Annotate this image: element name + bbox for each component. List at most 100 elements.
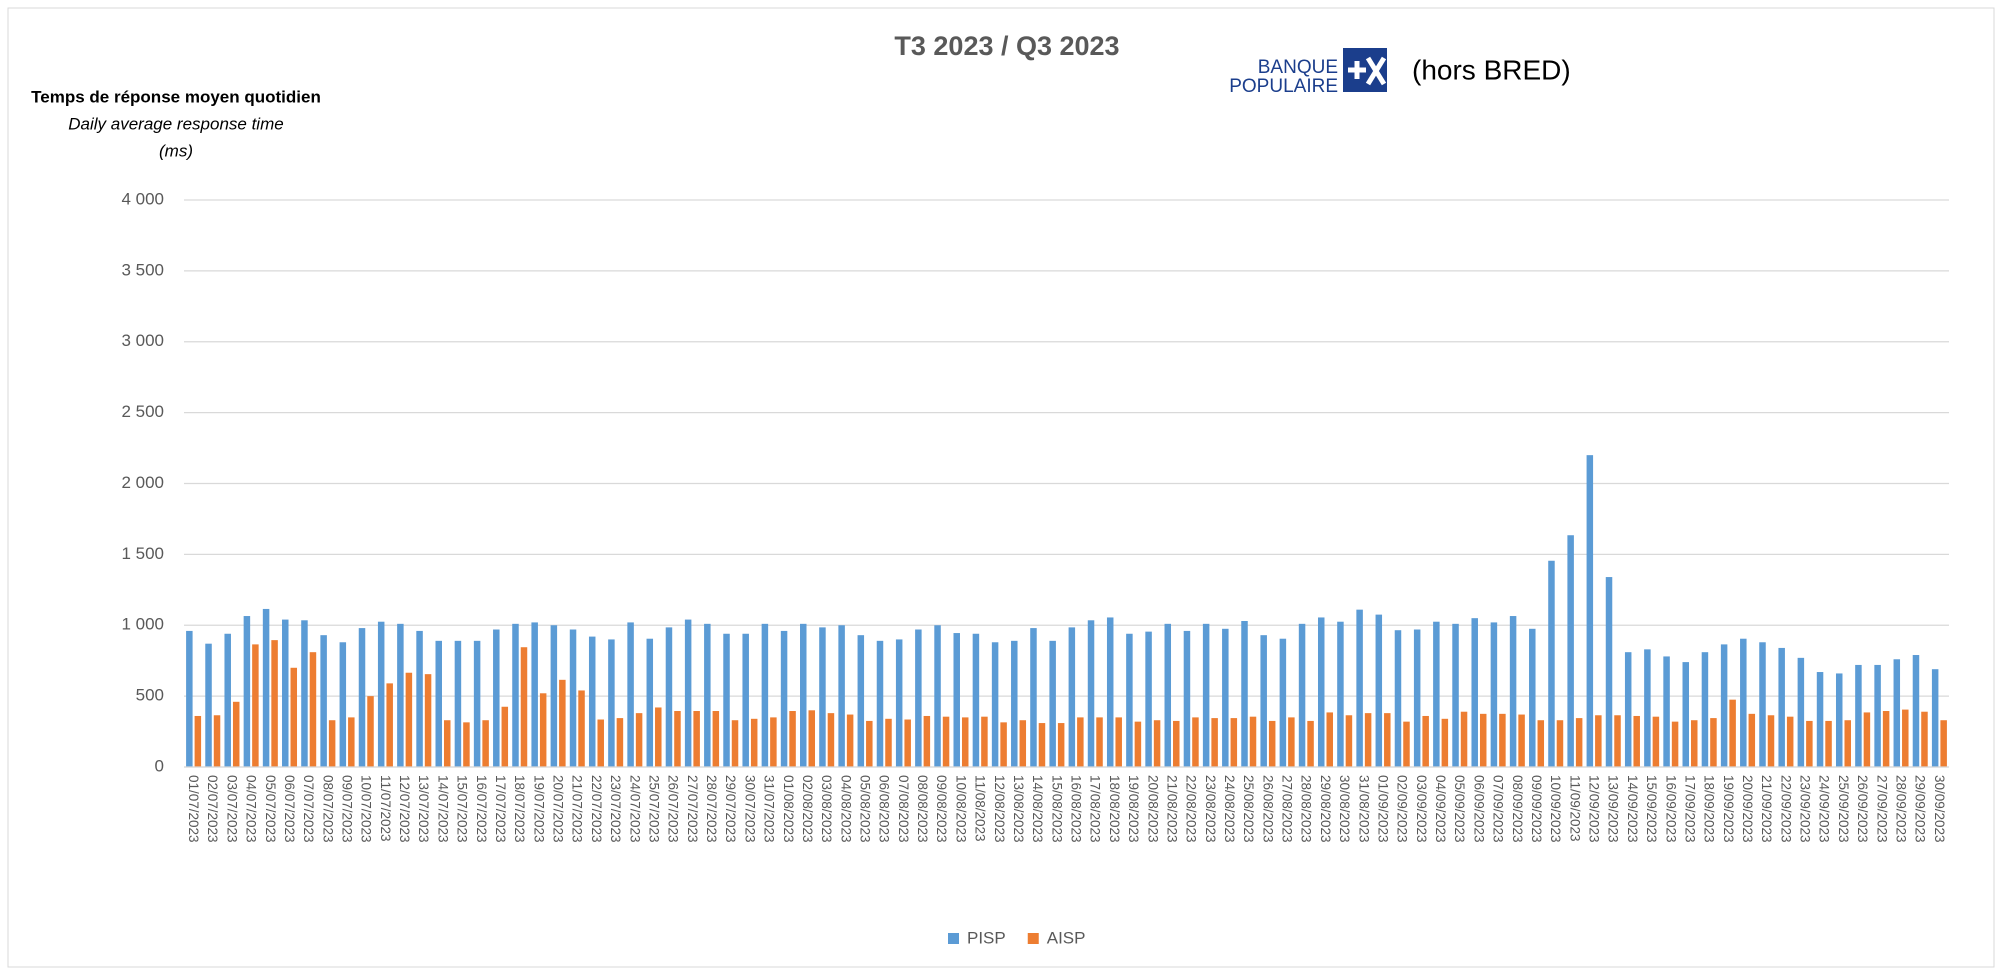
y-tick-label: 500	[136, 686, 164, 705]
bar	[1509, 616, 1517, 767]
bar	[1729, 699, 1736, 767]
bar	[684, 619, 692, 767]
x-tick-label: 03/08/2023	[819, 775, 834, 843]
x-tick-label: 23/09/2023	[1798, 775, 1813, 843]
bar	[991, 642, 999, 767]
bar	[1748, 713, 1756, 767]
bar	[1586, 455, 1594, 767]
bar	[1307, 720, 1314, 767]
bar	[1087, 620, 1095, 767]
x-tick-label: 13/08/2023	[1011, 775, 1026, 843]
bar	[808, 710, 816, 767]
y-tick-label: 2 000	[121, 473, 164, 492]
x-tick-label: 14/09/2023	[1625, 775, 1640, 843]
bar	[1855, 664, 1862, 767]
bar	[1298, 623, 1306, 767]
bar	[1567, 535, 1574, 767]
bar	[1720, 644, 1728, 767]
x-tick-label: 15/08/2023	[1049, 775, 1064, 843]
x-tick-label: 01/09/2023	[1375, 775, 1390, 843]
bar	[463, 722, 470, 767]
bar	[1529, 628, 1536, 767]
x-tick-label: 24/09/2023	[1817, 775, 1832, 843]
bar	[1077, 717, 1084, 767]
x-tick-label: 21/07/2023	[570, 775, 585, 843]
logo-text: POPULAIRE	[1229, 76, 1338, 97]
bar	[1173, 720, 1180, 767]
x-tick-label: 28/07/2023	[704, 775, 719, 843]
x-tick-label: 04/07/2023	[244, 775, 259, 843]
bar	[1249, 716, 1257, 767]
x-tick-label: 02/09/2023	[1395, 775, 1410, 843]
bar	[780, 630, 788, 767]
bar	[597, 719, 604, 767]
x-tick-label: 12/08/2023	[992, 775, 1007, 843]
bar	[1710, 718, 1717, 767]
x-tick-label: 20/07/2023	[551, 775, 566, 843]
bar	[1057, 723, 1065, 767]
bar	[1595, 715, 1602, 767]
x-tick-label: 06/07/2023	[282, 775, 297, 843]
bar	[1499, 713, 1506, 767]
bar	[1863, 712, 1871, 767]
bar	[1740, 638, 1747, 767]
x-tick-label: 08/09/2023	[1510, 775, 1525, 843]
x-tick-label: 10/08/2023	[953, 775, 968, 843]
x-tick-label: 20/08/2023	[1145, 775, 1160, 843]
x-tick-label: 22/07/2023	[589, 775, 604, 843]
x-tick-label: 18/09/2023	[1702, 775, 1717, 843]
y-axis-label: Temps de réponse moyen quotidien	[31, 87, 321, 106]
bar	[704, 623, 711, 767]
bar	[1940, 720, 1947, 767]
x-tick-label: 06/09/2023	[1471, 775, 1486, 843]
bar	[1403, 721, 1410, 767]
bar	[1211, 718, 1218, 767]
x-tick-label: 06/08/2023	[877, 775, 892, 843]
bar	[1345, 715, 1353, 767]
bar	[290, 667, 298, 767]
bar	[339, 642, 347, 767]
bar	[1452, 623, 1459, 767]
bar	[904, 719, 911, 767]
x-tick-label: 22/08/2023	[1184, 775, 1199, 843]
bar	[1317, 617, 1325, 767]
bar	[1786, 716, 1794, 767]
bar	[1230, 718, 1238, 767]
bar	[1000, 722, 1007, 767]
legend-label: PISP	[967, 928, 1006, 947]
x-tick-label: 07/07/2023	[301, 775, 316, 843]
x-tick-label: 24/07/2023	[627, 775, 642, 843]
bar	[934, 625, 941, 767]
bar	[838, 625, 845, 767]
bar	[1394, 630, 1402, 767]
bar	[348, 717, 355, 767]
bar	[232, 701, 240, 767]
bar	[846, 714, 854, 767]
bar	[1192, 717, 1199, 767]
y-axis-label: (ms)	[159, 141, 193, 160]
x-tick-label: 19/08/2023	[1126, 775, 1141, 843]
bar	[539, 693, 547, 767]
bar	[1115, 717, 1122, 767]
bar	[953, 633, 960, 767]
bar	[819, 627, 826, 767]
legend-label: AISP	[1047, 928, 1086, 947]
bar	[627, 622, 634, 767]
bar	[1778, 647, 1785, 767]
x-tick-label: 02/08/2023	[800, 775, 815, 843]
x-tick-label: 14/07/2023	[435, 775, 450, 843]
x-tick-label: 16/07/2023	[474, 775, 489, 843]
x-tick-label: 10/07/2023	[359, 775, 374, 843]
x-tick-label: 15/07/2023	[455, 775, 470, 843]
bar	[1183, 630, 1191, 767]
bar	[309, 652, 317, 767]
y-tick-label: 2 500	[121, 402, 164, 421]
bar	[424, 674, 432, 767]
bar	[262, 608, 270, 767]
bar	[1671, 721, 1679, 767]
bar	[224, 633, 231, 767]
y-tick-label: 0	[155, 756, 164, 775]
bar	[482, 720, 489, 767]
x-tick-label: 03/09/2023	[1414, 775, 1429, 843]
bar	[1433, 621, 1440, 767]
